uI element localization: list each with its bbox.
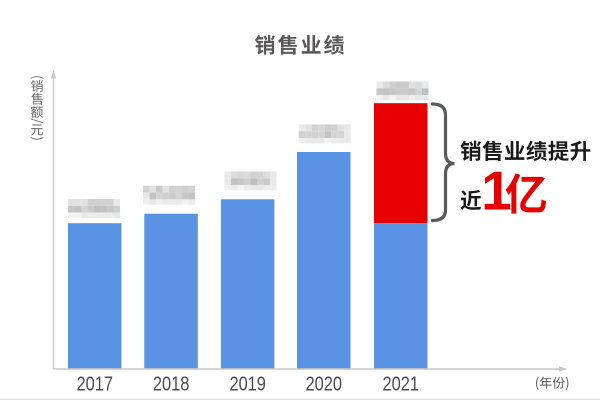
svg-text:2017: 2017: [77, 374, 114, 396]
svg-text:2020: 2020: [306, 374, 343, 396]
svg-text:2018: 2018: [153, 374, 190, 396]
svg-text:1: 1: [481, 161, 511, 222]
svg-text:2021: 2021: [383, 374, 420, 396]
svg-text:2019: 2019: [229, 374, 266, 396]
